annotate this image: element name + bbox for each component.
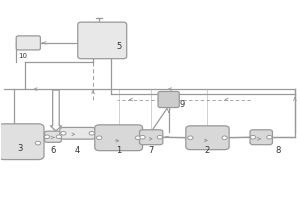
FancyBboxPatch shape — [95, 125, 142, 151]
Text: 8: 8 — [275, 146, 280, 155]
Circle shape — [97, 136, 102, 140]
Text: 10: 10 — [19, 53, 28, 59]
Text: 3: 3 — [17, 144, 23, 153]
Text: 6: 6 — [50, 146, 56, 155]
Circle shape — [89, 131, 94, 135]
Circle shape — [157, 135, 163, 139]
Text: 1: 1 — [116, 146, 121, 155]
FancyBboxPatch shape — [0, 124, 44, 160]
Circle shape — [35, 141, 41, 145]
Text: 5: 5 — [116, 42, 121, 51]
FancyBboxPatch shape — [158, 91, 179, 108]
Circle shape — [222, 136, 227, 140]
Text: 7: 7 — [148, 146, 154, 155]
FancyBboxPatch shape — [140, 130, 163, 145]
Circle shape — [267, 135, 272, 139]
FancyBboxPatch shape — [60, 127, 95, 139]
Circle shape — [56, 135, 62, 139]
FancyBboxPatch shape — [186, 126, 229, 150]
FancyBboxPatch shape — [250, 130, 272, 145]
Circle shape — [250, 135, 256, 139]
Circle shape — [135, 136, 141, 140]
Circle shape — [61, 131, 66, 135]
FancyBboxPatch shape — [16, 36, 40, 50]
Text: 9: 9 — [180, 100, 185, 109]
Text: 4: 4 — [74, 146, 80, 155]
Circle shape — [44, 135, 50, 139]
Text: 2: 2 — [205, 146, 210, 155]
Circle shape — [188, 136, 193, 140]
FancyBboxPatch shape — [45, 131, 61, 142]
FancyArrow shape — [50, 90, 62, 131]
FancyBboxPatch shape — [78, 22, 127, 59]
Circle shape — [140, 135, 145, 139]
